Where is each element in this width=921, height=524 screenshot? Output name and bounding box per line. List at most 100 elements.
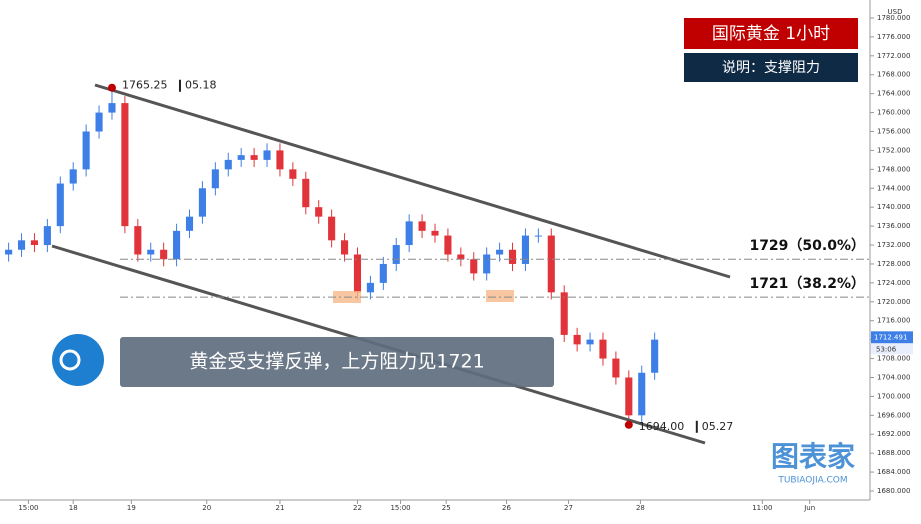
- candle-body: [392, 245, 400, 264]
- candle-body: [289, 169, 297, 179]
- y-tick-label: 1752.000: [877, 146, 910, 154]
- candle-body: [496, 249, 504, 255]
- candle-body: [134, 226, 142, 255]
- x-tick-label: 21: [275, 504, 284, 512]
- candle-body: [147, 249, 155, 255]
- plot: [5, 87, 659, 425]
- x-tick-label: 26: [502, 504, 511, 512]
- level-label: 1721（38.2%）: [749, 276, 865, 292]
- candle-body: [470, 259, 478, 274]
- candle-body: [328, 216, 336, 241]
- extreme-point: [624, 420, 633, 429]
- x-tick-label: 19: [127, 504, 136, 512]
- support-zone: [486, 290, 514, 302]
- y-tick-label: 1684.000: [877, 468, 910, 476]
- candle-body: [160, 249, 168, 260]
- x-tick-label: 25: [442, 504, 451, 512]
- title-box: [684, 18, 858, 49]
- x-tick-label: 28: [636, 504, 645, 512]
- annotation-box: [120, 337, 554, 387]
- candle-body: [211, 169, 219, 189]
- candle-body: [56, 183, 64, 227]
- candle-body: [483, 254, 491, 274]
- candle-body: [651, 339, 659, 373]
- y-tick-label: 1692.000: [877, 430, 910, 438]
- candle-body: [599, 339, 607, 359]
- candle-body: [379, 263, 387, 283]
- y-tick-label: 1720.000: [877, 298, 910, 306]
- extreme-price: 1694.00: [639, 420, 685, 433]
- candle-body: [82, 131, 90, 170]
- y-tick-label: 1744.000: [877, 184, 910, 192]
- y-tick-label: 1760.000: [877, 109, 910, 117]
- last-price-box: [871, 331, 913, 344]
- x-tick-label: 11:00: [752, 504, 772, 512]
- candle-body: [521, 235, 529, 264]
- candle-body: [250, 155, 258, 160]
- x-tick-label: 27: [564, 504, 573, 512]
- y-tick-label: 1728.000: [877, 260, 910, 268]
- extreme-price: 1765.25: [122, 79, 167, 92]
- candle-body: [547, 235, 555, 293]
- y-tick-label: 1740.000: [877, 203, 910, 211]
- level-label: 1729（50.0%）: [749, 238, 865, 254]
- subtitle-box: [684, 53, 858, 82]
- candle-body: [237, 155, 245, 160]
- candle-body: [198, 188, 206, 217]
- candle-body: [457, 254, 465, 260]
- candle-body: [418, 221, 426, 231]
- candle-body: [625, 377, 633, 416]
- candle-body: [30, 240, 39, 246]
- y-tick-label: 1708.000: [877, 355, 910, 363]
- candle-body: [431, 230, 439, 236]
- candle-body: [586, 339, 594, 345]
- candle-body: [612, 358, 620, 378]
- y-tick-label: 1696.000: [877, 411, 910, 419]
- chart-subtitle: 说明：支撑阻力: [722, 60, 820, 76]
- candle-body: [315, 207, 323, 217]
- x-tick-label: 22: [353, 504, 362, 512]
- y-tick-label: 1768.000: [877, 71, 910, 79]
- y-tick-label: 1780.000: [877, 14, 910, 22]
- candle-body: [302, 178, 310, 208]
- x-tick-label: 15:00: [18, 504, 38, 512]
- y-tick-label: 1680.000: [877, 487, 910, 495]
- watermark-url: TUBIAOJIA.COM: [777, 476, 847, 486]
- watermark: 图表家: [771, 440, 855, 473]
- extreme-date: 05.18: [185, 79, 217, 92]
- candle-body: [108, 103, 116, 113]
- candle-body: [224, 159, 232, 170]
- candle-body: [508, 249, 517, 264]
- x-tick-label: 20: [202, 504, 211, 512]
- y-tick-label: 1704.000: [877, 373, 910, 381]
- candle-body: [185, 216, 194, 231]
- candle-body: [560, 292, 568, 335]
- y-tick-label: 1724.000: [877, 279, 910, 287]
- y-tick-label: 1688.000: [877, 449, 910, 457]
- candle-body: [341, 240, 349, 255]
- y-tick-label: 1716.000: [877, 317, 910, 325]
- candle-body: [17, 240, 26, 250]
- y-tick-label: 1764.000: [877, 90, 910, 98]
- candle-body: [276, 150, 284, 170]
- y-tick-label: 1772.000: [877, 52, 910, 60]
- candle-body: [444, 235, 452, 255]
- currency: USD: [888, 8, 903, 16]
- candle-body: [263, 150, 271, 160]
- candle-body: [405, 221, 413, 246]
- x-tick-label: 15:00: [390, 504, 410, 512]
- y-tick-label: 1756.000: [877, 128, 910, 136]
- x-tick-label: Jun: [803, 504, 815, 512]
- y-tick-label: 1732.000: [877, 241, 910, 249]
- countdown: 53:06: [876, 345, 897, 353]
- candle-body: [43, 226, 51, 246]
- candle-body: [121, 103, 129, 227]
- candle-body: [638, 372, 646, 416]
- y-tick-label: 1700.000: [877, 392, 910, 400]
- candle-body: [5, 249, 13, 255]
- countdown-box: [871, 343, 913, 355]
- candle-body: [353, 254, 362, 293]
- y-tick-label: 1776.000: [877, 33, 910, 41]
- candle-body: [69, 169, 77, 184]
